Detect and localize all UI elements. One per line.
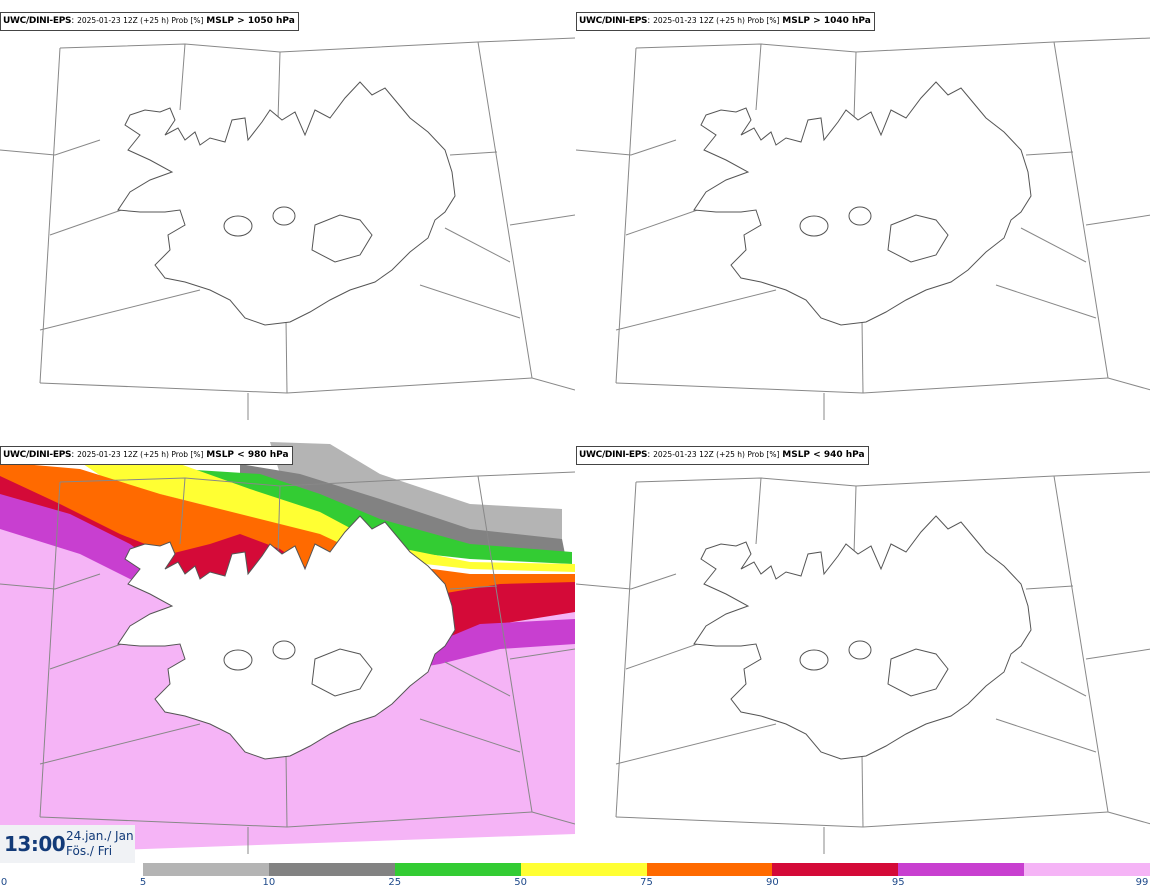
run-info: 2025-01-23 12Z (+25 h) Prob [%]: [653, 16, 780, 25]
valid-time-box: 13:00 24.jan./ Jan Fös./ Fri: [0, 825, 135, 863]
colorbar-tick-label: 95: [891, 877, 905, 888]
map-canvas: [0, 37, 575, 421]
run-info: 2025-01-23 12Z (+25 h) Prob [%]: [77, 16, 204, 25]
colorbar-bin: [1024, 863, 1150, 876]
model-name: UWC/DINI-EPS: [579, 16, 648, 26]
map-panel-mslp-lt-940: UWC/DINI-EPS: 2025-01-23 12Z (+25 h) Pro…: [576, 434, 1150, 867]
colorbar-tick-label: 75: [640, 877, 653, 888]
map-panel-mslp-gt-1040: UWC/DINI-EPS: 2025-01-23 12Z (+25 h) Pro…: [576, 0, 1150, 433]
colorbar-tick-label: 25: [388, 877, 402, 888]
panel-title: UWC/DINI-EPS: 2025-01-23 12Z (+25 h) Pro…: [576, 12, 875, 31]
colorbar-bin: [143, 863, 270, 876]
map-panel-mslp-lt-980: UWC/DINI-EPS: 2025-01-23 12Z (+25 h) Pro…: [0, 434, 575, 867]
colorbar-tick-label: 5: [139, 877, 147, 888]
colorbar-tick-label: 50: [514, 877, 527, 888]
prob-area-25-50: [180, 469, 572, 564]
run-info: 2025-01-23 12Z (+25 h) Prob [%]: [77, 450, 204, 459]
prob-area-10-25: [240, 464, 565, 554]
variable-name: MSLP > 1040 hPa: [782, 16, 871, 26]
panel-title: UWC/DINI-EPS: 2025-01-23 12Z (+25 h) Pro…: [0, 12, 299, 31]
colorbar-bin: [520, 863, 647, 876]
map-panel-mslp-gt-1050: UWC/DINI-EPS: 2025-01-23 12Z (+25 h) Pro…: [0, 0, 575, 433]
prob-area-50-75: [80, 462, 575, 572]
colorbar-bin: [646, 863, 773, 876]
map-canvas: [576, 471, 1150, 855]
colorbar: [143, 863, 1150, 876]
variable-name: MSLP < 980 hPa: [206, 450, 289, 460]
map-canvas: [576, 37, 1150, 421]
prob-area-5-10: [270, 442, 562, 544]
colorbar-tick-label: 90: [766, 877, 779, 888]
model-name: UWC/DINI-EPS: [3, 16, 72, 26]
colorbar-bin: [394, 863, 522, 876]
colorbar-tick-label: 0: [0, 877, 8, 888]
variable-name: MSLP > 1050 hPa: [206, 16, 295, 26]
variable-name: MSLP < 940 hPa: [782, 450, 865, 460]
colorbar-tick-label: 10: [262, 877, 276, 888]
valid-hour: 13:00: [4, 832, 66, 856]
model-name: UWC/DINI-EPS: [3, 450, 72, 460]
panel-title: UWC/DINI-EPS: 2025-01-23 12Z (+25 h) Pro…: [576, 446, 869, 465]
colorbar-bin: [268, 863, 396, 876]
colorbar-bin: [772, 863, 899, 876]
model-name: UWC/DINI-EPS: [579, 450, 648, 460]
valid-weekday: Fös./ Fri: [66, 844, 113, 858]
colorbar-bin: [898, 863, 1025, 876]
valid-date: 24.jan./ Jan: [66, 829, 134, 843]
run-info: 2025-01-23 12Z (+25 h) Prob [%]: [653, 450, 780, 459]
map-canvas: [0, 442, 575, 855]
colorbar-tick-label: 99: [1135, 877, 1149, 888]
panel-title: UWC/DINI-EPS: 2025-01-23 12Z (+25 h) Pro…: [0, 446, 293, 465]
